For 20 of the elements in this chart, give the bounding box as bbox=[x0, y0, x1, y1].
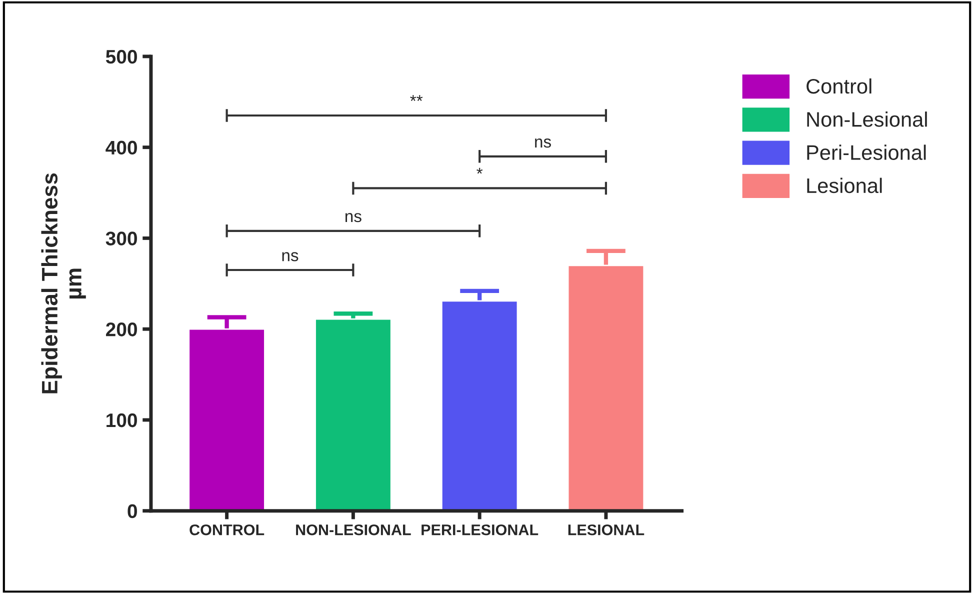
x-tick-label: PERI-LESIONAL bbox=[422, 524, 538, 536]
x-tick-label: NON-LESIONAL bbox=[296, 524, 411, 536]
y-tick-label: 500 bbox=[106, 50, 137, 64]
y-axis-title: Epidermal Thickness µm bbox=[41, 173, 86, 394]
legend-label: Control bbox=[806, 78, 872, 94]
y-tick-label: 100 bbox=[106, 413, 137, 428]
legend-label: Lesional bbox=[807, 178, 882, 194]
legend-label: Non-Lesional bbox=[807, 112, 927, 127]
annotation: * bbox=[476, 168, 483, 174]
annotation: ns bbox=[535, 138, 551, 148]
legend-label: Peri-Lesional bbox=[807, 144, 926, 160]
x-tick-label: CONTROL bbox=[190, 524, 264, 536]
y-tick-label: 400 bbox=[106, 140, 137, 155]
x-tick-label: LESIONAL bbox=[568, 524, 644, 536]
y-tick-label: 200 bbox=[106, 322, 137, 336]
annotation: ** bbox=[410, 95, 423, 101]
y-tick-label: 0 bbox=[128, 504, 137, 518]
annotation: ns bbox=[282, 252, 298, 262]
annotation: ns bbox=[345, 213, 362, 222]
y-tick-label: 300 bbox=[106, 232, 137, 246]
